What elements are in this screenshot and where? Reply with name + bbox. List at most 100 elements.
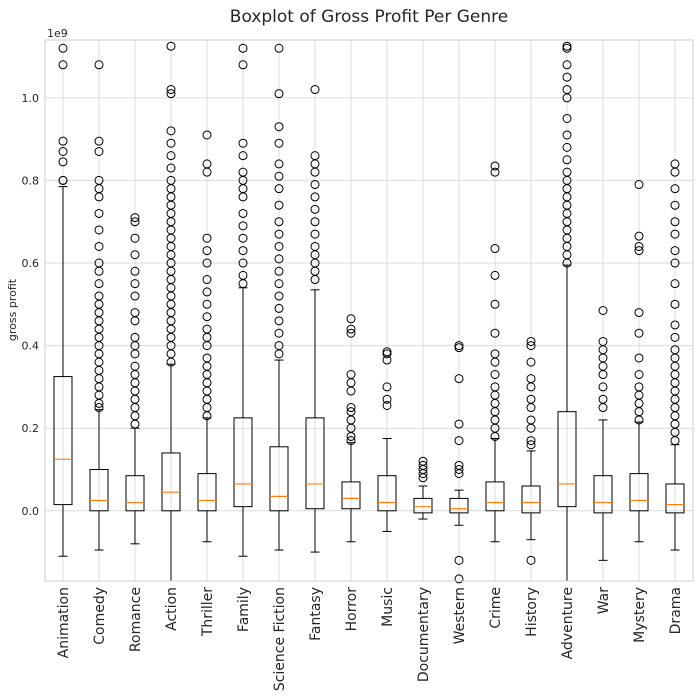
x-tick-label: Action — [164, 587, 180, 631]
outlier-point — [130, 250, 140, 260]
outlier-point — [310, 151, 320, 161]
outlier-point — [166, 89, 176, 99]
outlier-point — [310, 241, 320, 251]
outlier-point — [94, 258, 104, 268]
outlier-point — [94, 279, 104, 289]
outlier-point — [130, 266, 140, 276]
outlier-point — [670, 345, 680, 355]
box-family — [233, 287, 253, 557]
y-tick-label: 0.8 — [22, 174, 40, 187]
outlier-point — [526, 555, 536, 565]
outlier-point — [238, 138, 248, 148]
x-tick-label: Fantasy — [308, 587, 324, 641]
outlier-point — [274, 291, 284, 301]
box-horror — [341, 442, 361, 543]
outlier-point — [382, 349, 392, 359]
x-tick-label: Romance — [128, 587, 144, 652]
outlier-point — [634, 382, 644, 392]
box-history — [521, 450, 541, 541]
outlier-point — [454, 341, 464, 351]
box-fantasy — [305, 289, 325, 553]
x-tick-label: War — [596, 587, 612, 615]
outlier-point — [670, 184, 680, 194]
outlier-point — [274, 241, 284, 251]
outlier-point — [346, 370, 356, 380]
outlier-point — [166, 151, 176, 161]
outlier-point — [598, 336, 608, 346]
outlier-point — [670, 299, 680, 309]
outlier-point — [94, 147, 104, 157]
x-tick-label: Comedy — [92, 587, 108, 645]
outlier-point — [58, 157, 68, 167]
outlier-point — [166, 175, 176, 185]
outlier-point — [238, 208, 248, 218]
box-science-fiction — [269, 359, 289, 551]
outlier-point — [562, 60, 572, 70]
outlier-point — [310, 85, 320, 95]
x-tick-label: Crime — [488, 587, 504, 629]
outlier-point — [274, 171, 284, 181]
outlier-point — [382, 347, 392, 357]
outlier-point — [274, 279, 284, 289]
y-tick-label: 0.2 — [22, 422, 40, 435]
outlier-point — [274, 328, 284, 338]
outlier-point — [346, 314, 356, 324]
outlier-point — [130, 213, 140, 223]
outlier-point — [310, 192, 320, 202]
outlier-point — [454, 419, 464, 429]
outlier-point — [490, 161, 500, 171]
outlier-point — [490, 349, 500, 359]
y-tick-label: 0.4 — [22, 340, 40, 353]
box-drama — [665, 444, 685, 551]
outlier-point — [130, 233, 140, 243]
outlier-point — [238, 60, 248, 70]
outlier-point — [58, 175, 68, 185]
outlier-point — [346, 436, 356, 446]
outlier-point — [166, 163, 176, 173]
outlier-point — [130, 332, 140, 342]
outlier-point — [634, 308, 644, 318]
outlier-point — [598, 306, 608, 315]
outlier-point — [454, 460, 464, 470]
fliers — [58, 41, 680, 584]
y-axis-offset-label: 1e9 — [47, 27, 68, 40]
outlier-point — [454, 574, 464, 584]
x-tick-label: History — [524, 587, 540, 637]
outlier-point — [526, 394, 536, 404]
outlier-point — [94, 136, 104, 146]
outlier-point — [526, 440, 536, 450]
outlier-point — [670, 320, 680, 330]
outlier-point — [58, 136, 68, 146]
outlier-point — [598, 394, 608, 404]
outlier-point — [490, 299, 500, 309]
outlier-point — [58, 43, 68, 53]
outlier-point — [346, 328, 356, 338]
x-tick-label: Western — [452, 587, 468, 644]
outlier-point — [202, 275, 212, 285]
outlier-point — [490, 167, 500, 177]
outlier-point — [634, 328, 644, 338]
outlier-point — [634, 231, 644, 241]
box-animation — [53, 186, 73, 557]
outlier-point — [166, 138, 176, 148]
outlier-point — [58, 60, 68, 70]
outlier-point — [634, 246, 644, 256]
x-tick-label: Thriller — [200, 587, 216, 637]
outlier-point — [274, 229, 284, 239]
outlier-point — [238, 43, 248, 53]
plot-frame — [44, 39, 694, 582]
outlier-point — [526, 336, 536, 346]
outlier-point — [202, 353, 212, 363]
outlier-point — [202, 312, 212, 322]
outlier-point — [274, 89, 284, 99]
box-adventure — [557, 264, 577, 581]
chart-title: Boxplot of Gross Profit Per Genre — [230, 7, 508, 27]
y-axis-label: gross profit — [6, 278, 19, 341]
outlier-point — [94, 225, 104, 235]
outlier-point — [310, 217, 320, 227]
outlier-point — [346, 324, 356, 334]
x-tick-label: Music — [380, 587, 396, 627]
outlier-point — [202, 159, 212, 169]
box-comedy — [89, 409, 109, 551]
outlier-point — [382, 394, 392, 404]
